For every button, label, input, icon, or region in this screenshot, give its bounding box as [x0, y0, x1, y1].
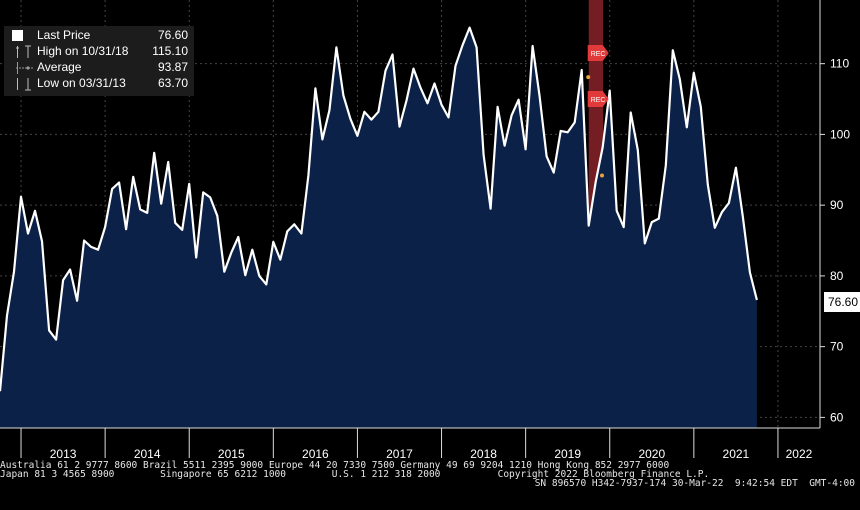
rec-marker-0	[587, 45, 609, 62]
legend-low-label: Low on 03/31/13	[37, 76, 126, 90]
x-tick-label-2021: 2021	[723, 447, 750, 461]
y-axis: 60 70 80 90 100 110	[819, 0, 850, 428]
rec-marker-label-1: REC	[591, 97, 606, 104]
y-tick-label-100: 100	[830, 127, 850, 141]
x-tick-label-2020: 2020	[638, 447, 665, 461]
y-tick-label-60: 60	[830, 410, 844, 424]
x-tick-label-2014: 2014	[134, 447, 161, 461]
recession-markers: REC REC	[586, 45, 609, 178]
legend-low[interactable]: Low on 03/31/13 63.70	[4, 76, 194, 92]
x-tick-label-2018: 2018	[470, 447, 497, 461]
y-tick-label-110: 110	[830, 57, 849, 71]
y-tick-label-70: 70	[830, 340, 844, 354]
x-axis: 2013 2014 2015 2016 2017 2018 2019 2020 2021 2022	[0, 427, 820, 461]
legend-last-value: 76.60	[157, 28, 188, 42]
low-marker-icon	[17, 78, 31, 91]
last-price-tag: 76.60	[824, 292, 860, 312]
x-tick-label-2015: 2015	[218, 447, 245, 461]
high-marker-icon	[16, 45, 31, 58]
y-tick-label-80: 80	[830, 269, 844, 283]
rec-marker-1	[587, 91, 609, 108]
x-tick-label-2016: 2016	[302, 447, 329, 461]
y-tick-label-90: 90	[830, 198, 844, 212]
x-tick-label-2022: 2022	[786, 447, 813, 461]
footer-timestamp: SN 896570 H342-7937-174 30-Mar-22 9:42:5…	[534, 478, 855, 489]
x-tick-label-2019: 2019	[554, 447, 581, 461]
footer-contacts-line2: Japan 81 3 4565 8900 Singapore 65 6212 1…	[0, 469, 710, 480]
legend-average-value: 93.87	[157, 60, 188, 74]
price-line	[0, 26, 758, 392]
legend-high[interactable]: High on 10/31/18 115.10	[4, 44, 194, 60]
average-marker-icon	[16, 62, 34, 74]
legend-last-label: Last Price	[37, 28, 91, 42]
legend-average-label: Average	[37, 60, 82, 74]
x-tick-label-2013: 2013	[50, 447, 77, 461]
legend-low-value: 63.70	[157, 76, 188, 90]
rec-dot-1	[600, 173, 605, 178]
legend-last-price[interactable]: Last Price 76.60	[4, 28, 194, 44]
legend-box: Last Price 76.60 High on 10/31/18 115.10…	[4, 26, 194, 96]
last-price-swatch	[12, 30, 23, 41]
price-area	[0, 27, 757, 428]
footer-contacts-line1: Australia 61 2 9777 8600 Brazil 5511 239…	[0, 460, 670, 471]
legend-high-label: High on 10/31/18	[37, 44, 129, 58]
legend-average[interactable]: Average 93.87	[4, 60, 194, 76]
rec-dot-0	[586, 75, 591, 80]
legend-high-value: 115.10	[152, 44, 188, 58]
x-tick-label-2017: 2017	[386, 447, 413, 461]
rec-marker-label-0: REC	[591, 51, 606, 58]
